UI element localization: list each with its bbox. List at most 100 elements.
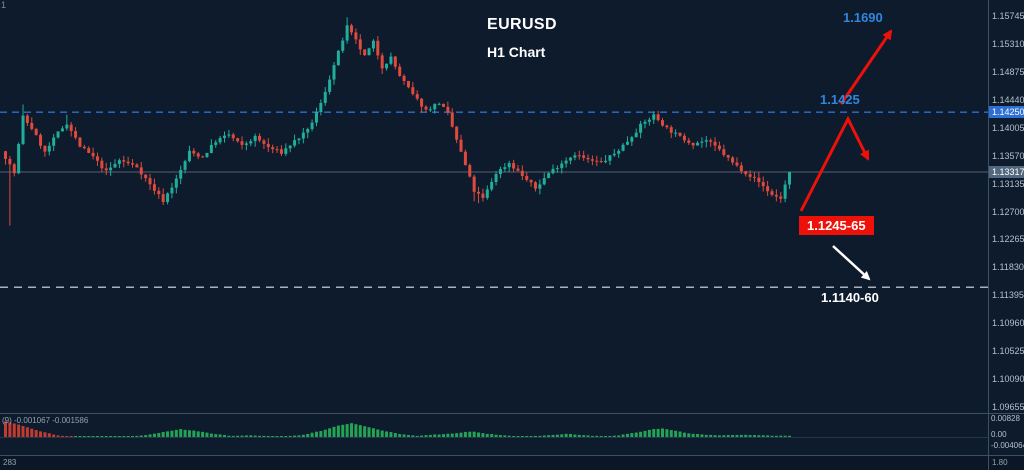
histogram-bar — [525, 436, 529, 437]
histogram-bar — [669, 430, 673, 437]
histogram-bar — [696, 433, 700, 437]
histogram-bar — [494, 434, 498, 437]
histogram-bar — [533, 435, 537, 437]
histogram-bar — [358, 425, 362, 437]
histogram-bar — [152, 433, 156, 437]
candle-body — [656, 114, 660, 121]
candle-body — [135, 164, 139, 168]
histogram-bar — [520, 436, 524, 437]
candle-body — [604, 160, 608, 163]
histogram-bar — [341, 424, 345, 437]
histogram-bar — [227, 435, 231, 437]
histogram-bar — [100, 436, 104, 437]
histogram-bar — [109, 436, 113, 437]
histogram-bar — [477, 432, 481, 437]
histogram-bar — [253, 435, 257, 437]
candle-body — [262, 140, 266, 144]
axis-price-label: 1.11830 — [992, 262, 1024, 273]
candle-body — [446, 106, 450, 113]
histogram-bar — [65, 436, 69, 437]
candle-body — [512, 163, 516, 169]
histogram-bar — [179, 429, 183, 437]
histogram-bar — [411, 435, 415, 437]
candle-body — [481, 193, 485, 198]
histogram-bar — [516, 436, 520, 437]
histogram-bar — [30, 428, 34, 437]
candle-body — [65, 124, 69, 129]
candle-body — [542, 178, 546, 185]
arrow-bounce-down — [799, 115, 870, 212]
candle-body — [174, 178, 178, 188]
candle-body — [358, 39, 362, 50]
histogram-bar — [735, 434, 739, 437]
histogram-bar — [279, 436, 283, 437]
candle-body — [104, 168, 108, 171]
histogram-bar — [371, 428, 375, 437]
histogram-bar — [126, 436, 130, 437]
histogram-bar — [402, 434, 406, 437]
resistance-price-tag: 1.14250 — [989, 106, 1024, 119]
candle-body — [100, 160, 104, 169]
histogram-bar — [766, 435, 770, 437]
histogram-bar — [612, 435, 616, 437]
histogram-bar — [406, 434, 410, 437]
candle-body — [744, 171, 748, 175]
candle-body — [678, 132, 682, 136]
histogram-bar — [214, 434, 218, 437]
candle-body — [95, 156, 99, 161]
candle-body — [117, 160, 121, 164]
histogram-bar — [91, 436, 95, 437]
histogram-bar — [39, 431, 43, 437]
histogram-bar — [634, 432, 638, 437]
histogram-bar — [604, 435, 608, 437]
histogram-bar — [625, 433, 629, 437]
candle-body — [166, 193, 170, 203]
histogram-bar — [306, 433, 310, 437]
candle-body — [713, 141, 717, 146]
candle-body — [205, 152, 209, 158]
candle-body — [161, 194, 165, 203]
histogram-bar — [47, 433, 51, 437]
histogram-bar — [148, 434, 152, 437]
bottom-left-label: 283 — [3, 458, 17, 467]
histogram-bar — [639, 431, 643, 437]
histogram-bar — [275, 436, 279, 437]
indicator-axis-label: -0.004064 — [991, 441, 1024, 450]
histogram-bar — [678, 431, 682, 437]
histogram-bar — [328, 428, 332, 437]
histogram-bar — [595, 435, 599, 437]
candle-body — [420, 98, 424, 107]
candle-body — [766, 186, 770, 192]
candle-body — [507, 163, 511, 168]
candle-body — [332, 65, 336, 80]
candle-body — [354, 32, 358, 40]
histogram-bar — [319, 431, 323, 437]
histogram-bar — [262, 435, 266, 437]
histogram-bar — [393, 433, 397, 437]
candle-body — [783, 184, 787, 199]
chart-period-label: 1 — [1, 0, 7, 10]
axis-price-label: 1.14005 — [992, 122, 1024, 133]
histogram-bar — [608, 435, 612, 437]
candle-body — [564, 160, 568, 164]
histogram-bar — [437, 434, 441, 437]
histogram-bar — [560, 434, 564, 437]
candle-body — [691, 142, 695, 146]
histogram-bar — [21, 425, 25, 437]
candle-body — [139, 167, 143, 175]
histogram-bar — [363, 426, 367, 437]
candle-body — [310, 122, 314, 129]
candle-body — [779, 196, 783, 199]
histogram-bar — [472, 431, 476, 437]
histogram-bar — [174, 429, 178, 437]
axis-price-label: 1.13135 — [992, 178, 1024, 189]
candle-body — [433, 104, 437, 110]
candle-body — [109, 167, 113, 171]
arrow-down-to-support — [832, 245, 871, 281]
candle-body — [144, 174, 148, 179]
annotation-sell-zone-label: 1.1245-65 — [799, 216, 874, 235]
candle-body — [69, 124, 73, 132]
candle-body — [485, 189, 489, 198]
histogram-bar — [450, 433, 454, 437]
